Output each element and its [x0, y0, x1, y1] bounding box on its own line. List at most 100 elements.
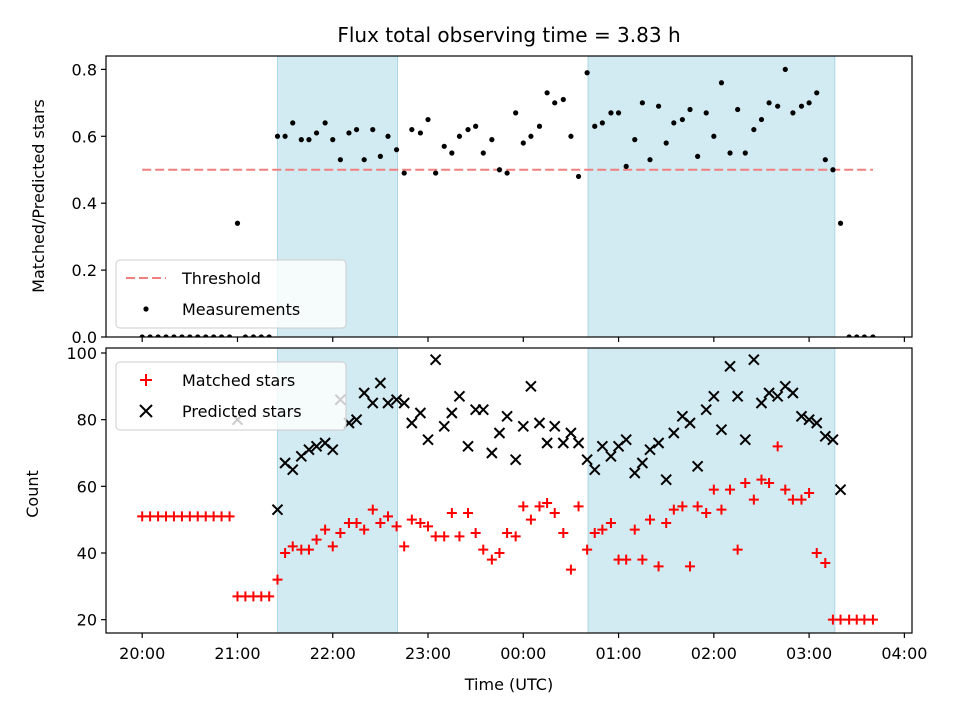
measurements-point [592, 123, 598, 129]
measurements-point [337, 157, 343, 163]
measurements-point [417, 130, 423, 136]
matched-stars-point [732, 544, 743, 555]
measurements-point [179, 334, 185, 337]
predicted-stars-point [398, 397, 410, 409]
measurements-point [425, 116, 431, 123]
legend-predicted-swatch [139, 404, 153, 418]
measurements-point [322, 120, 328, 126]
matched-stars-point [502, 528, 513, 538]
predicted-stars-point [287, 463, 299, 476]
bottom-y-tick-label: 20 [77, 611, 97, 630]
matched-stars-point [756, 474, 767, 485]
measurements-point [330, 137, 336, 143]
measurements-point [313, 130, 320, 136]
matched-stars-point [740, 478, 751, 488]
predicted-stars-point [605, 450, 617, 463]
predicted-stars-point [660, 473, 672, 486]
top-axes-frame [105, 55, 913, 338]
measurements-point [758, 116, 765, 123]
measurements-point [449, 150, 455, 156]
matched-stars-point [677, 501, 688, 512]
matched-stars-point [820, 558, 831, 568]
measurements-point [489, 137, 495, 143]
predicted-stars-point [310, 440, 323, 453]
predicted-stars-point [549, 420, 561, 433]
measurements-point [536, 123, 543, 129]
bottom-legend-label: Predicted stars [182, 402, 302, 421]
measurements-point [187, 334, 193, 337]
predicted-stars-point [438, 420, 450, 433]
measurements-point [575, 173, 582, 180]
matched-stars-point [224, 511, 235, 522]
matched-stars-point [534, 501, 545, 512]
measurements-point [687, 106, 693, 113]
predicted-stars-point [429, 353, 442, 366]
matched-stars-point [478, 544, 489, 555]
predicted-stars-point [803, 413, 815, 426]
predicted-stars-point [731, 390, 744, 403]
measurements-point [782, 66, 788, 72]
matched-stars-point [383, 511, 394, 522]
matched-stars-point [463, 508, 474, 518]
measurements-point [608, 110, 614, 116]
measurements-point [552, 100, 558, 106]
measurements-point [639, 100, 645, 106]
matched-stars-point [582, 544, 593, 555]
predicted-stars-point [620, 433, 632, 446]
x-tick-label: 20:00 [119, 644, 165, 663]
predicted-stars-point [493, 427, 506, 439]
x-tick-label: 23:00 [405, 644, 451, 663]
matched-stars-point [486, 554, 497, 565]
matched-stars-point [399, 541, 410, 552]
predicted-stars-point [700, 403, 712, 416]
matched-stars-point [311, 534, 322, 545]
predicted-stars-point [724, 360, 736, 373]
matched-stars-point [597, 524, 608, 535]
measurements-point [766, 100, 772, 106]
measurements-point [544, 90, 550, 96]
measurements-point [274, 133, 281, 139]
predicted-stars-point [462, 440, 474, 453]
predicted-stars-point [382, 397, 394, 409]
measurements-point [790, 110, 796, 116]
top-shaded-interval [588, 56, 835, 337]
predicted-stars-point [453, 390, 466, 403]
predicted-stars-point [787, 387, 799, 399]
matched-stars-point [335, 528, 346, 538]
measurements-point [218, 334, 225, 337]
predicted-stars-point [327, 443, 339, 456]
measurements-point [615, 110, 622, 116]
bottom-y-axis-label: Count [23, 470, 42, 518]
measurements-point [195, 334, 201, 337]
measurements-point [242, 334, 248, 337]
matched-stars-point [637, 554, 648, 565]
bottom-legend-label: Matched stars [182, 371, 295, 390]
matched-stars-point [748, 494, 759, 505]
measurements-point [226, 334, 233, 337]
predicted-stars-point [596, 440, 609, 453]
predicted-stars-point [771, 390, 784, 403]
matched-stars-point [835, 614, 846, 625]
predicted-stars-point [819, 430, 832, 443]
predicted-stars-point [691, 460, 704, 473]
measurements-point [139, 334, 145, 337]
predicted-stars-point [708, 390, 720, 403]
measurements-point [290, 120, 296, 126]
predicted-stars-point [684, 417, 696, 429]
x-axis-label: Time (UTC) [464, 675, 553, 694]
matched-stars-point [701, 508, 712, 518]
measurements-point [830, 167, 836, 173]
measurements-point [735, 106, 741, 113]
measurements-point [155, 334, 161, 337]
matched-stars-point [327, 541, 338, 552]
matched-stars-point [645, 514, 656, 525]
measurements-point [599, 120, 605, 126]
predicted-stars-point [271, 503, 284, 516]
matched-stars-point [359, 524, 370, 535]
bottom-plot-area: 20 40 60 80 100 20:00 21:00 22:00 23:00 00:00 01:0… [66, 344, 927, 663]
bottom-legend-box [115, 361, 347, 431]
predicted-stars-point [358, 387, 370, 399]
measurements-point [433, 170, 439, 176]
measurements-point [480, 150, 486, 156]
measurements-point [282, 133, 288, 139]
